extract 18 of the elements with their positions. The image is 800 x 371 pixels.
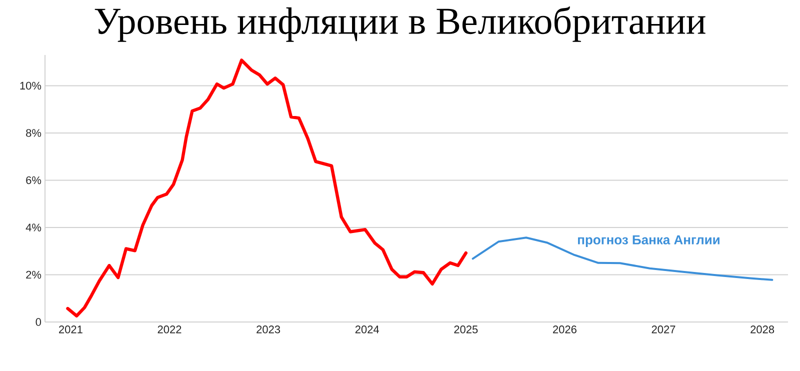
line-series — [66, 58, 468, 318]
x-tick-label: 2023 — [256, 326, 280, 334]
x-tick-label: 2027 — [652, 326, 676, 334]
y-tick-label: 8% — [26, 129, 42, 137]
line-series — [472, 236, 774, 281]
series-label: прогноз Банка Англии — [578, 235, 720, 247]
x-tick-label: 2022 — [158, 326, 182, 334]
x-tick-label: 2026 — [553, 326, 576, 334]
y-tick-label: 6% — [26, 176, 42, 184]
y-tick-label: 0 — [36, 318, 42, 326]
x-tick-label: 2028 — [750, 326, 774, 334]
x-tick-label: 2021 — [59, 326, 82, 334]
y-tick-label: 4% — [26, 224, 42, 232]
y-tick-label: 2% — [26, 270, 42, 279]
x-tick-label: 2025 — [454, 326, 478, 334]
x-tick-label: 2024 — [355, 326, 380, 334]
chart-title: Уровень инфляции в Великобритании — [94, 6, 706, 42]
y-tick-label: 10% — [20, 82, 42, 90]
